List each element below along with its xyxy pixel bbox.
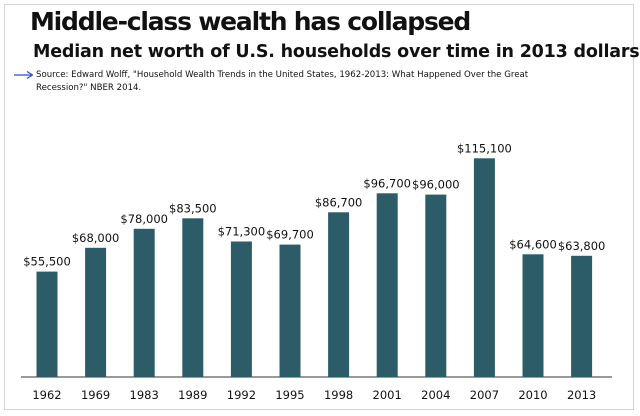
arrow-right-icon	[14, 70, 34, 80]
bar-1995	[279, 244, 301, 377]
chart-frame	[4, 4, 634, 410]
bar-1989	[182, 218, 204, 377]
data-label-2004: $96,000	[412, 178, 460, 192]
bar-1962	[36, 271, 58, 378]
x-tick-label-2013: 2013	[567, 388, 596, 402]
data-label-2013: $63,800	[558, 239, 606, 253]
x-tick-label-1992: 1992	[227, 388, 256, 402]
data-label-1998: $86,700	[315, 195, 363, 209]
x-tick-label-1983: 1983	[130, 388, 159, 402]
x-tick-label-1962: 1962	[32, 388, 61, 402]
bar-1969	[85, 247, 107, 377]
bar-1983	[133, 228, 155, 377]
x-tick-label-2010: 2010	[518, 388, 547, 402]
x-tick-label-1998: 1998	[324, 388, 353, 402]
x-tick-label-1969: 1969	[81, 388, 110, 402]
bar-2007	[473, 158, 495, 377]
data-label-1989: $83,500	[169, 201, 217, 215]
bar-1992	[230, 241, 252, 377]
bar-2013	[571, 255, 593, 377]
data-label-1995: $69,700	[266, 228, 314, 242]
bar-2004	[425, 194, 447, 377]
chart-subtitle: Median net worth of U.S. households over…	[33, 42, 640, 62]
x-tick-label-2007: 2007	[470, 388, 499, 402]
data-label-2010: $64,600	[509, 237, 557, 251]
x-tick-label-1995: 1995	[275, 388, 304, 402]
x-tick-label-1989: 1989	[178, 388, 207, 402]
data-label-2007: $115,100	[457, 141, 512, 155]
data-label-2001: $96,700	[363, 176, 411, 190]
source-note: Source: Edward Wolff, "Household Wealth …	[36, 70, 529, 93]
data-label-1983: $78,000	[120, 212, 168, 226]
x-tick-label-2004: 2004	[421, 388, 450, 402]
chart-title: Middle-class wealth has collapsed	[30, 7, 471, 36]
bar-1998	[328, 212, 350, 377]
bar-2001	[376, 193, 398, 377]
data-label-1992: $71,300	[218, 225, 266, 239]
bar-2010	[522, 254, 544, 377]
x-tick-label-2001: 2001	[373, 388, 402, 402]
data-label-1962: $55,500	[23, 255, 71, 269]
data-label-1969: $68,000	[72, 231, 120, 245]
